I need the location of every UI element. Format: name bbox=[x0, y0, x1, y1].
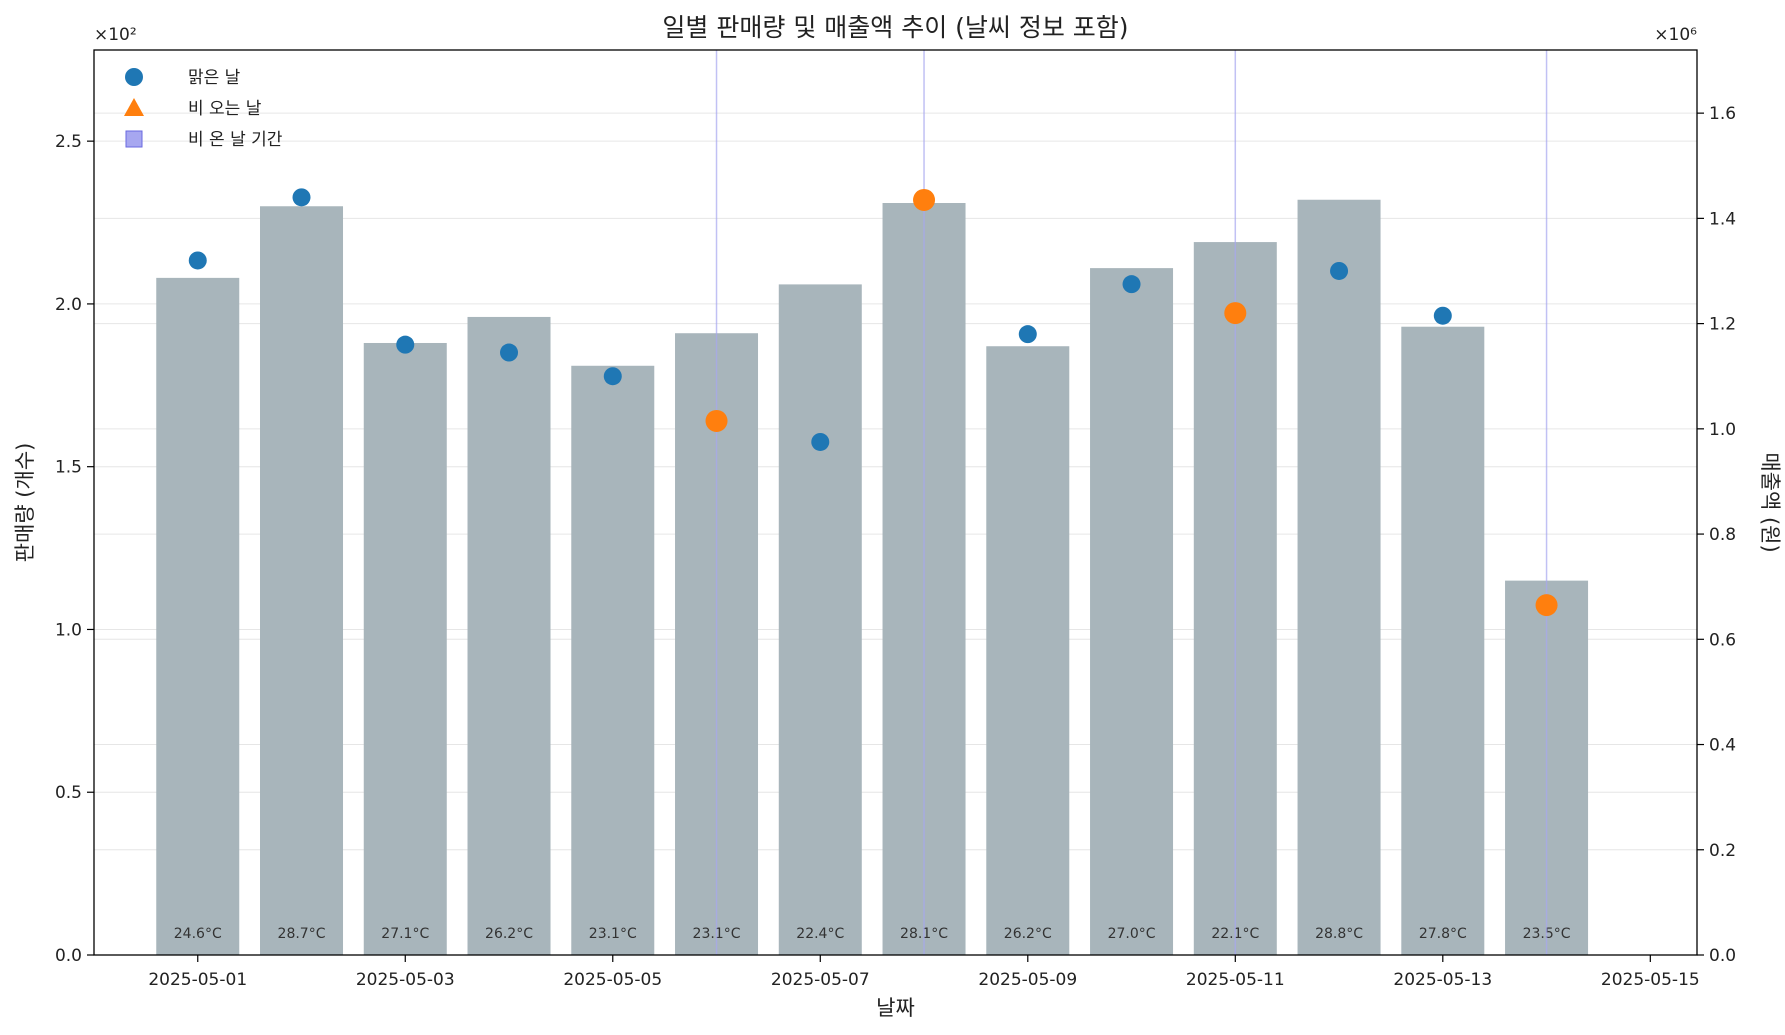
temperature-label-2025-05-02: 28.7°C bbox=[278, 926, 326, 942]
rain-point-2025-05-11 bbox=[1224, 302, 1247, 325]
y2-tick-label-6: 1.2 bbox=[1709, 315, 1736, 335]
temperature-label-2025-05-07: 22.4°C bbox=[796, 926, 844, 942]
y-tick-label-1: 0.5 bbox=[55, 783, 82, 803]
temperature-label-2025-05-01: 24.6°C bbox=[174, 926, 222, 942]
chart-title: 일별 판매량 및 매출액 추이 (날씨 정보 포함) bbox=[662, 13, 1128, 42]
sales-bar-2025-05-09 bbox=[986, 346, 1070, 956]
legend-label-sunny: 맑은 날 bbox=[188, 68, 241, 88]
x-tick-label-6: 2025-05-13 bbox=[1393, 970, 1492, 990]
x-tick-label-3: 2025-05-07 bbox=[771, 970, 870, 990]
y2-tick-label-7: 1.4 bbox=[1709, 209, 1736, 229]
y2-axis-title: 매출액 (원) bbox=[1758, 452, 1782, 552]
sunny-point-2025-05-04 bbox=[500, 343, 519, 362]
temperature-label-2025-05-03: 27.1°C bbox=[381, 926, 429, 942]
x-tick-label-7: 2025-05-15 bbox=[1601, 970, 1700, 990]
y-tick-label-5: 2.5 bbox=[55, 132, 82, 152]
sales-bar-2025-05-13 bbox=[1401, 326, 1485, 955]
sunny-point-2025-05-01 bbox=[188, 251, 207, 270]
legend-marker-rain-period bbox=[125, 130, 143, 148]
x-axis-title: 날짜 bbox=[876, 996, 915, 1020]
x-tick-label-0: 2025-05-01 bbox=[148, 970, 247, 990]
sales-bar-2025-05-10 bbox=[1090, 268, 1174, 955]
plot-frame bbox=[93, 49, 1698, 956]
y2-tick-label-0: 0.0 bbox=[1709, 946, 1736, 966]
y-tick-label-4: 2.0 bbox=[55, 295, 82, 315]
point-layer bbox=[188, 188, 1558, 617]
sunny-point-2025-05-02 bbox=[292, 188, 311, 207]
temperature-label-2025-05-12: 28.8°C bbox=[1315, 926, 1363, 942]
rain-point-2025-05-06 bbox=[705, 409, 728, 432]
sunny-point-2025-05-13 bbox=[1433, 306, 1452, 325]
y-axis-multiplier: ×10² bbox=[94, 25, 137, 45]
y2-tick-label-2: 0.4 bbox=[1709, 736, 1736, 756]
sales-bar-2025-05-03 bbox=[363, 342, 447, 956]
sales-bar-2025-05-07 bbox=[778, 284, 862, 955]
sales-bar-2025-05-01 bbox=[156, 277, 240, 955]
legend-marker-rain bbox=[124, 98, 144, 116]
y-tick-label-2: 1.0 bbox=[55, 620, 82, 640]
sales-bar-2025-05-02 bbox=[260, 206, 344, 956]
axis-layer: 0.0 0.5 1.0 1.5 2.0 2.5 0.0 0.2 0.4 0.6 0.8 1.0 1.2 1… bbox=[55, 49, 1736, 990]
y2-tick-label-1: 0.2 bbox=[1709, 841, 1736, 861]
sunny-point-2025-05-05 bbox=[603, 367, 622, 386]
temperature-label-2025-05-05: 23.1°C bbox=[589, 926, 637, 942]
temperature-label-2025-05-09: 26.2°C bbox=[1004, 926, 1052, 942]
sunny-point-2025-05-03 bbox=[396, 335, 415, 354]
y2-axis-multiplier: ×10⁶ bbox=[1654, 25, 1697, 45]
sunny-point-2025-05-12 bbox=[1330, 261, 1349, 280]
temperature-label-2025-05-04: 26.2°C bbox=[485, 926, 533, 942]
temperature-label-2025-05-13: 27.8°C bbox=[1419, 926, 1467, 942]
y2-tick-label-8: 1.6 bbox=[1709, 104, 1736, 124]
x-tick-label-1: 2025-05-03 bbox=[356, 970, 455, 990]
sunny-point-2025-05-07 bbox=[811, 432, 830, 451]
legend-label-rain-period: 비 온 날 기간 bbox=[188, 130, 283, 150]
y2-tick-label-3: 0.6 bbox=[1709, 630, 1736, 650]
y2-tick-label-5: 1.0 bbox=[1709, 420, 1736, 440]
y2-tick-label-4: 0.8 bbox=[1709, 525, 1736, 545]
y-tick-label-0: 0.0 bbox=[55, 946, 82, 966]
legend-label-rain: 비 오는 날 bbox=[188, 99, 262, 119]
temperature-label-2025-05-10: 27.0°C bbox=[1108, 926, 1156, 942]
y-tick-label-3: 1.5 bbox=[55, 458, 82, 478]
rain-point-2025-05-14 bbox=[1535, 594, 1558, 617]
sales-bar-2025-05-05 bbox=[571, 365, 655, 955]
sunny-point-2025-05-10 bbox=[1122, 275, 1141, 294]
y-axis-title: 판매량 (개수) bbox=[13, 443, 37, 563]
rain-point-2025-05-08 bbox=[913, 188, 936, 211]
sales-bar-2025-05-12 bbox=[1297, 199, 1381, 956]
bar-layer: 24.6°C 28.7°C 27.1°C 26.2°C 23.1°C 23.1°C 22.4… bbox=[156, 199, 1589, 956]
legend-marker-sunny bbox=[125, 68, 143, 86]
sales-bar-2025-05-04 bbox=[467, 316, 551, 955]
x-tick-label-5: 2025-05-11 bbox=[1186, 970, 1285, 990]
x-tick-label-4: 2025-05-09 bbox=[978, 970, 1077, 990]
sunny-point-2025-05-09 bbox=[1018, 325, 1037, 344]
x-tick-label-2: 2025-05-05 bbox=[563, 970, 662, 990]
